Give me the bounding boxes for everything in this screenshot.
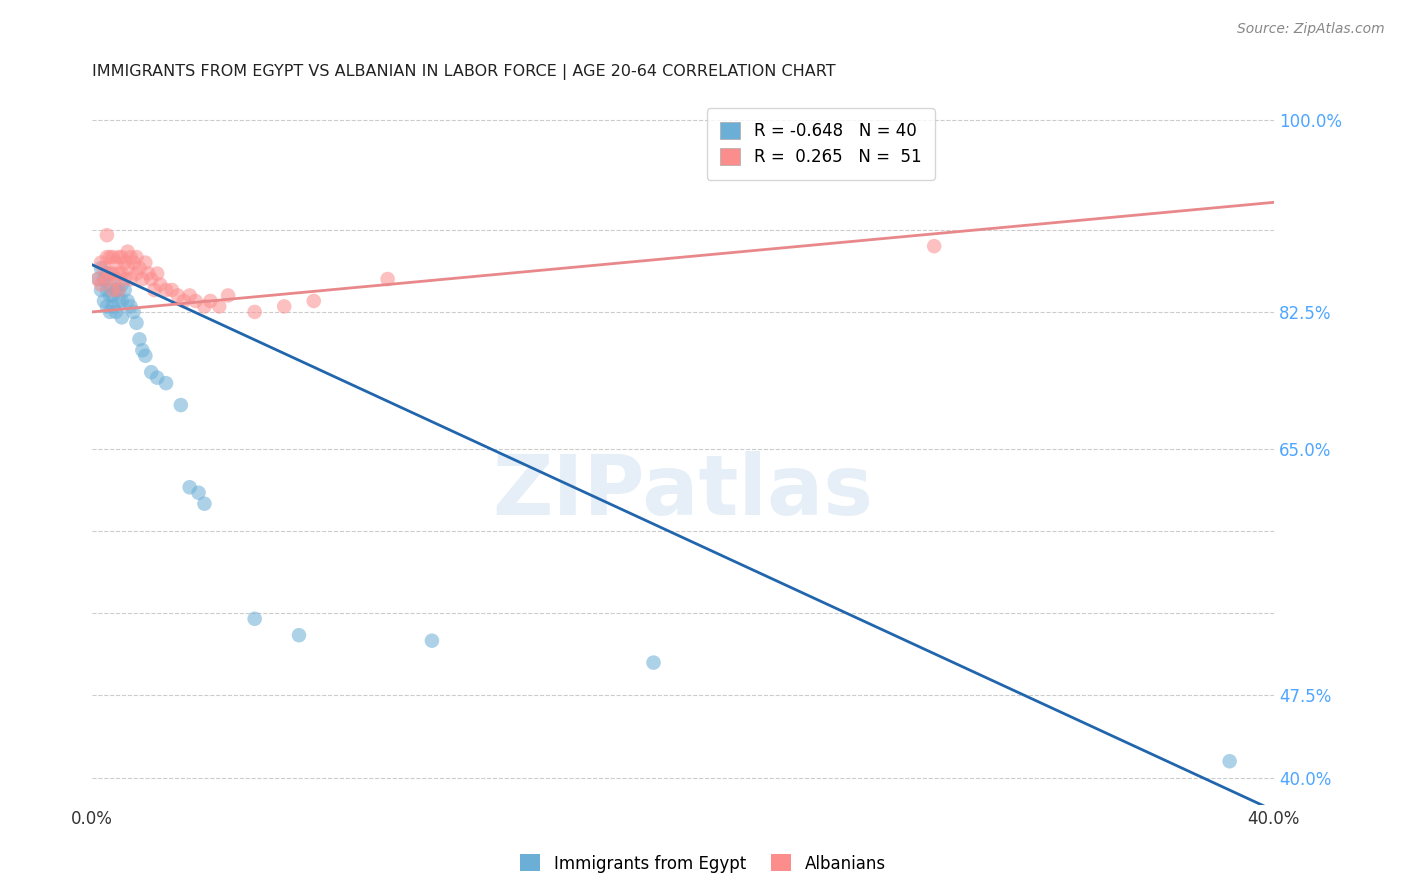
Point (90, 261, 112, 276)
Point (104, 255, 127, 269)
Point (111, 267, 134, 281)
Point (273, 300, 295, 314)
Point (101, 267, 124, 281)
Point (111, 277, 134, 292)
Point (96, 228, 118, 243)
Point (155, 376, 177, 391)
Point (104, 272, 127, 286)
Point (184, 293, 207, 308)
Point (125, 250, 148, 264)
Point (134, 255, 156, 269)
Point (101, 283, 124, 297)
Point (128, 332, 150, 346)
Point (96, 300, 118, 314)
Legend: R = -0.648   N = 40, R =  0.265   N =  51: R = -0.648 N = 40, R = 0.265 N = 51 (707, 108, 935, 179)
Point (117, 261, 139, 276)
Point (125, 316, 148, 330)
Point (122, 305, 145, 319)
Point (922, 239, 945, 253)
Point (117, 293, 139, 308)
Point (114, 283, 136, 297)
Point (134, 349, 156, 363)
Point (107, 283, 129, 297)
Point (193, 300, 215, 314)
Text: ZIPatlas: ZIPatlas (492, 451, 873, 533)
Point (120, 272, 142, 286)
Point (288, 628, 311, 642)
Point (98, 305, 121, 319)
Point (101, 250, 124, 264)
Legend: Immigrants from Egypt, Albanians: Immigrants from Egypt, Albanians (513, 847, 893, 880)
Point (98, 267, 121, 281)
Point (377, 272, 399, 286)
Point (122, 255, 145, 269)
Point (90, 255, 112, 269)
Point (243, 612, 266, 626)
Point (107, 293, 129, 308)
Point (87, 272, 110, 286)
Point (187, 485, 209, 500)
Point (125, 267, 148, 281)
Point (179, 480, 201, 494)
Point (98, 288, 121, 302)
Point (111, 293, 134, 308)
Point (302, 293, 325, 308)
Text: Source: ZipAtlas.com: Source: ZipAtlas.com (1237, 22, 1385, 37)
Point (90, 277, 112, 292)
Point (200, 293, 222, 308)
Point (420, 633, 443, 648)
Point (101, 288, 124, 302)
Point (96, 283, 118, 297)
Point (114, 272, 136, 286)
Point (131, 272, 153, 286)
Point (104, 305, 127, 319)
Point (96, 267, 118, 281)
Point (107, 250, 129, 264)
Point (107, 283, 129, 297)
Point (98, 250, 121, 264)
Point (243, 305, 266, 319)
Point (117, 244, 139, 259)
Point (120, 300, 142, 314)
Point (146, 370, 169, 384)
Point (155, 283, 177, 297)
Point (90, 283, 112, 297)
Point (136, 267, 159, 281)
Point (111, 310, 134, 325)
Point (98, 277, 121, 292)
Point (87, 272, 110, 286)
Point (96, 272, 118, 286)
Point (1219, 754, 1241, 768)
Point (93, 293, 115, 308)
Point (173, 293, 195, 308)
Point (193, 497, 215, 511)
Point (111, 250, 134, 264)
Point (146, 267, 169, 281)
Text: IMMIGRANTS FROM EGYPT VS ALBANIAN IN LABOR FORCE | AGE 20-64 CORRELATION CHART: IMMIGRANTS FROM EGYPT VS ALBANIAN IN LAB… (93, 64, 835, 80)
Point (141, 365, 163, 379)
Point (96, 250, 118, 264)
Point (128, 261, 150, 276)
Point (143, 283, 166, 297)
Point (179, 288, 201, 302)
Point (149, 277, 172, 292)
Point (114, 255, 136, 269)
Point (643, 656, 665, 670)
Point (101, 300, 124, 314)
Point (120, 250, 142, 264)
Point (141, 272, 163, 286)
Point (170, 398, 193, 412)
Point (93, 261, 115, 276)
Point (166, 288, 188, 302)
Point (104, 283, 127, 297)
Point (131, 343, 153, 358)
Point (217, 288, 239, 302)
Point (208, 300, 231, 314)
Point (107, 267, 129, 281)
Point (160, 283, 183, 297)
Point (93, 272, 115, 286)
